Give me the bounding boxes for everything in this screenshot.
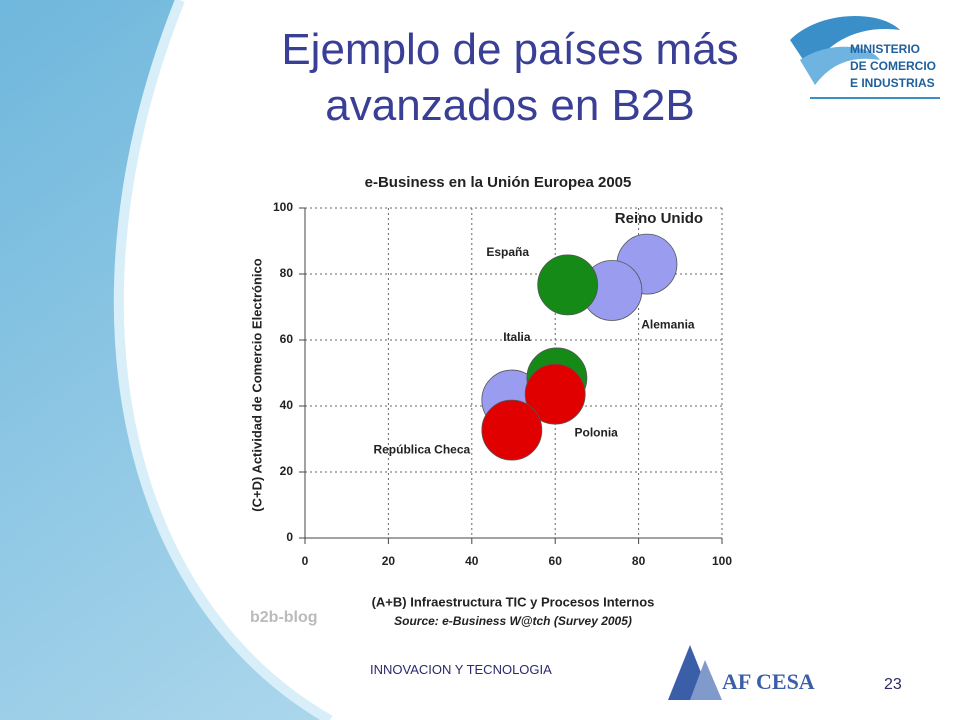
logo-text: AF CESA	[722, 669, 815, 694]
bubble-label: Reino Unido	[615, 210, 703, 227]
y-tick-label: 80	[280, 266, 294, 280]
bubble-label: Alemania	[641, 318, 695, 332]
source: Source: e-Business W@tch (Survey 2005)	[394, 614, 632, 628]
slide-title: Ejemplo de países más avanzados en B2B	[281, 25, 739, 130]
bubble-label: República Checa	[373, 442, 470, 456]
y-tick-label: 100	[273, 200, 293, 214]
y-tick-label: 40	[280, 398, 294, 412]
chart-title: e-Business en la Unión Europea 2005	[365, 174, 632, 191]
x-tick-label: 60	[549, 554, 563, 568]
bubble	[537, 254, 599, 316]
y-tick-label: 0	[286, 530, 293, 544]
logo-text: E INDUSTRIAS	[850, 76, 935, 90]
x-tick-label: 20	[382, 554, 396, 568]
bubble-label: Italia	[503, 330, 531, 344]
x-tick-label: 80	[632, 554, 646, 568]
bubble	[524, 363, 586, 425]
bubble	[481, 399, 543, 461]
y-tick-label: 20	[280, 464, 294, 478]
logo-text: DE COMERCIO	[850, 59, 936, 73]
x-tick-label: 40	[465, 554, 479, 568]
x-axis-label: (A+B) Infraestructura TIC y Procesos Int…	[372, 594, 655, 609]
x-tick-label: 0	[302, 554, 309, 568]
logo-text: MINISTERIO	[850, 42, 920, 56]
bubble-label: Polonia	[575, 425, 619, 439]
page-number: 23	[884, 676, 902, 693]
y-axis-label: (C+D) Actividad de Comercio Electrónico	[249, 258, 264, 511]
x-tick-label: 100	[712, 554, 732, 568]
watermark: b2b-blog	[250, 609, 318, 626]
footer: INNOVACION Y TECNOLOGIA	[370, 662, 552, 677]
y-tick-label: 60	[280, 332, 294, 346]
bubble-label: España	[486, 245, 529, 259]
